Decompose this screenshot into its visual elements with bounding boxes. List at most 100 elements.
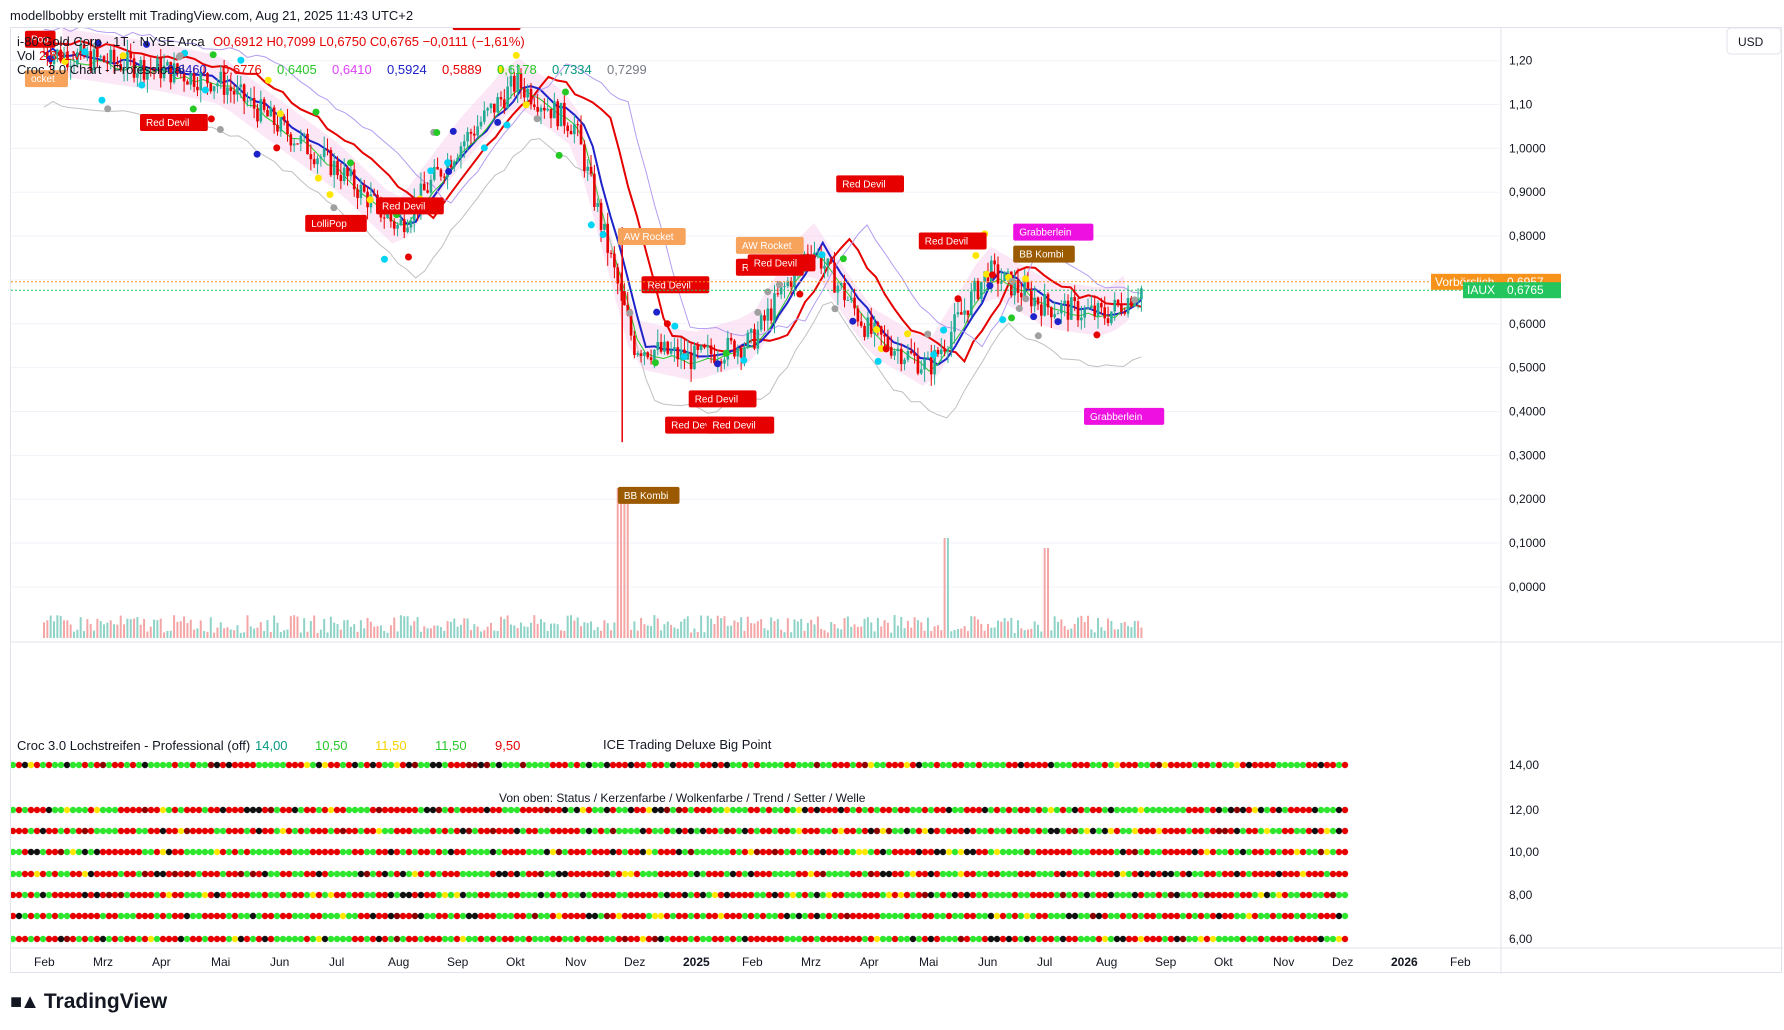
lochstreifen-dot [207,827,215,835]
lochstreifen-dot [141,806,149,814]
lochstreifen-dot [201,912,209,920]
lochstreifen-dot [585,891,593,899]
lochstreifen-dot [483,806,491,814]
lochstreifen-dot [87,827,95,835]
lochstreifen-dot [927,870,935,878]
lochstreifen-dot [411,891,419,899]
lochstreifen-dot [543,912,551,920]
lochstreifen-dot [663,848,671,856]
candle [296,143,299,145]
lochstreifen-dot [933,806,941,814]
candle-body [1053,314,1056,318]
lochstreifen-dot [855,806,863,814]
candle [519,68,523,99]
legend-croc-value: 0,5889 [442,62,482,77]
lochstreifen-dot [1221,761,1229,769]
signal-dot [1022,275,1030,283]
tradingview-logo[interactable]: ■▲ TradingView [10,990,167,1014]
volume-bar [396,631,399,638]
lochstreifen-dot [237,891,245,899]
lochstreifen-dot [1215,912,1223,920]
lochstreifen-dot [753,912,761,920]
lochstreifen-dot [399,912,407,920]
candle-body [372,194,376,196]
lochstreifen-dot [1131,827,1139,835]
candle [819,245,823,274]
lochstreifen-dot [831,891,839,899]
lochstreifen-dot [1089,870,1097,878]
candle-body [509,75,513,87]
lochstreifen-dot [1263,870,1271,878]
lochstreifen-dot [705,912,713,920]
y-tick-label: 1,20 [1509,54,1533,68]
lochstreifen-dot [321,806,329,814]
lochstreifen-dot [33,848,41,856]
candle-body [376,194,379,198]
lochstreifen-dot [1029,935,1037,943]
candle [923,352,926,382]
candle [139,56,143,86]
lochstreifen-dot [801,870,809,878]
lochstreifen-dot [435,891,443,899]
lochstreifen-dot [1191,891,1199,899]
lochstreifen-dot [57,935,65,943]
legend-croc-value: 0,6776 [222,62,262,77]
lochstreifen-dot [81,870,89,878]
lochstreifen-dot [57,806,65,814]
candle-body [533,104,536,107]
volume-bar [1093,632,1096,638]
volume-bar [1137,620,1140,638]
volume-bar [926,617,929,638]
lochstreifen-dot [555,912,563,920]
candle-body [889,347,893,356]
candle [249,87,253,108]
candle [666,340,670,356]
lochstreifen-dot [105,870,113,878]
lochstreifen-dot [927,935,935,943]
volume-bar [183,616,186,638]
lochstreifen-dot [519,891,527,899]
candle [406,219,409,234]
lochstreifen-dot [1185,870,1193,878]
lochstreifen-dot [597,827,605,835]
volume-bar [246,615,249,638]
lochstreifen-dot [315,806,323,814]
candle [1083,305,1086,328]
lochstreifen-dot [537,761,545,769]
lochstreifen-dot [741,870,749,878]
candle-body [863,325,866,337]
legend-croc-value: 0,6178 [497,62,537,77]
signal-dot [81,48,89,56]
lochstreifen-dot [1251,806,1259,814]
lochstreifen-dot [891,912,899,920]
lochstreifen-dot [165,870,173,878]
lochstreifen-dot [123,891,131,899]
lochstreifen-dot [219,870,227,878]
candle-body [589,166,593,174]
candle [396,222,399,237]
lochstreifen-dot [105,827,113,835]
signal-label-text: Grabberlein [1090,412,1142,423]
candle-body [352,169,356,190]
lochstreifen-dot [567,806,575,814]
lochstreifen-dot [969,891,977,899]
lochstreifen-dot [225,891,233,899]
lochstreifen-dot [1173,891,1181,899]
lochstreifen-dot [585,827,593,835]
lochstreifen-dot [885,848,893,856]
candle-body [1066,300,1070,320]
lochstreifen-dot [885,827,893,835]
lochstreifen-dot [657,827,665,835]
x-tick-label: Jun [270,955,289,969]
lochstreifen-dot [717,935,725,943]
currency-button[interactable] [1726,27,1782,55]
volume-bar [966,631,969,638]
lochstreifen-dot [9,912,17,920]
lochstreifen-dot [99,891,107,899]
lochstreifen-dot [723,870,731,878]
lochstreifen-dot [15,761,23,769]
volume-bar [166,630,169,638]
lochstreifen-dot [657,806,665,814]
candle-body [673,347,676,351]
